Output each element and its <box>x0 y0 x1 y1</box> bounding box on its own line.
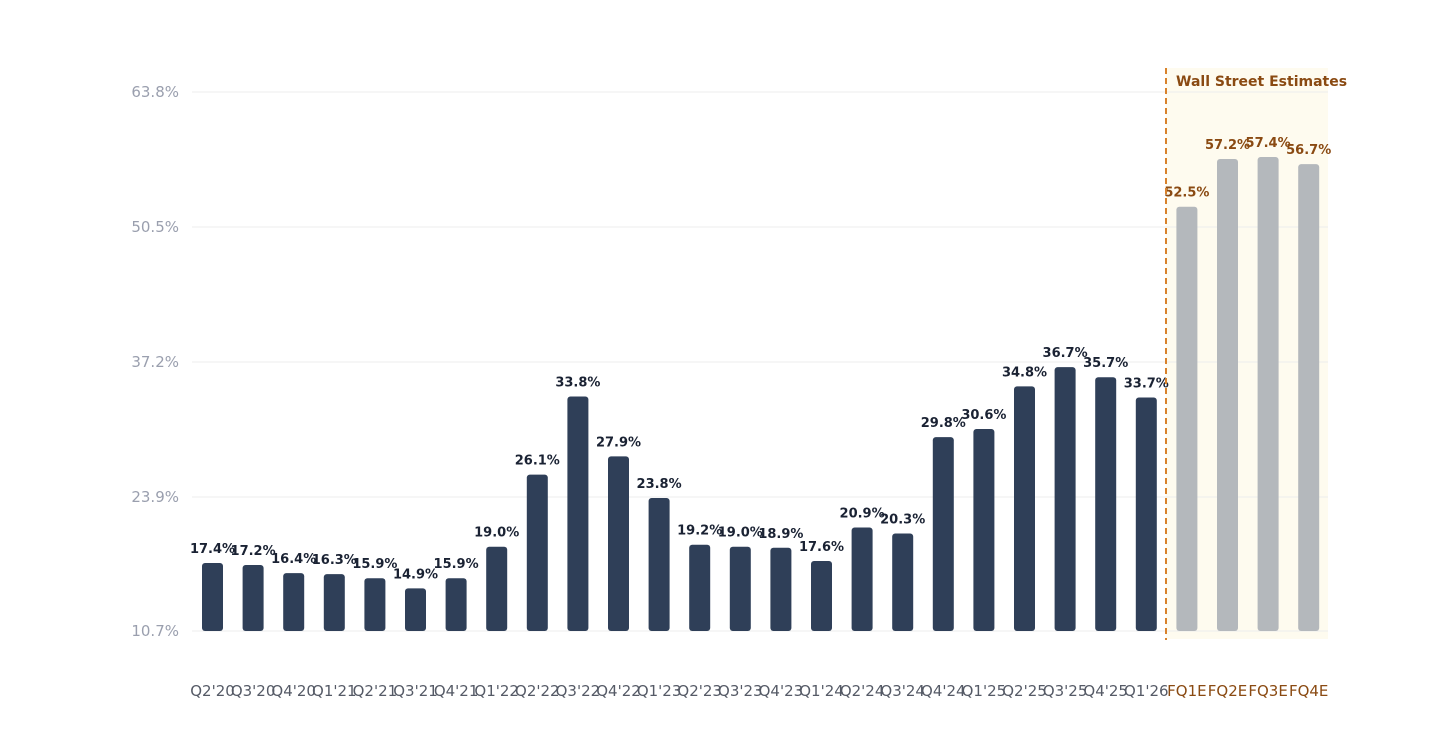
x-category-label: Q4'22 <box>596 682 641 700</box>
actual-bar <box>608 456 629 631</box>
x-category-label: FQ3E <box>1248 682 1287 700</box>
actual-bar <box>811 560 832 631</box>
x-category-label: Q1'26 <box>1124 682 1169 700</box>
actual-bar <box>1054 367 1076 631</box>
x-category-label: Q2'20 <box>190 682 235 700</box>
data-label: 29.8% <box>921 416 966 431</box>
actual-bar <box>973 429 995 631</box>
x-axis-categories: Q2'20Q3'20Q4'20Q1'21Q2'21Q3'21Q4'21Q1'22… <box>190 682 1328 700</box>
data-label: 30.6% <box>961 408 1006 423</box>
y-tick-label: 50.5% <box>131 218 179 236</box>
x-category-label: Q4'25 <box>1083 682 1128 700</box>
data-label: 17.4% <box>190 542 235 557</box>
data-label: 26.1% <box>515 454 560 469</box>
data-label: 57.4% <box>1246 136 1291 151</box>
x-category-label: Q1'21 <box>312 682 357 700</box>
actual-bar <box>851 527 873 631</box>
data-label: 35.7% <box>1083 356 1128 371</box>
actual-bar <box>770 547 792 631</box>
x-category-label: Q4'20 <box>271 682 316 700</box>
bars <box>202 156 1320 631</box>
data-label: 33.7% <box>1124 377 1169 392</box>
data-label: 19.0% <box>474 526 519 541</box>
data-label: 33.8% <box>555 376 600 391</box>
x-category-label: Q4'24 <box>921 682 966 700</box>
estimate-bar <box>1176 206 1198 631</box>
y-tick-label: 23.9% <box>131 488 179 506</box>
data-label: 14.9% <box>393 567 438 582</box>
actual-bar <box>242 565 264 631</box>
actual-bar <box>689 544 711 631</box>
data-label: 18.9% <box>758 527 803 542</box>
actual-bar <box>892 533 914 631</box>
actual-bar <box>526 474 548 631</box>
data-label: 17.6% <box>799 540 844 555</box>
x-category-label: Q1'23 <box>637 682 682 700</box>
data-label: 23.8% <box>637 477 682 492</box>
estimate-region-title: Wall Street Estimates <box>1176 74 1347 90</box>
data-labels: 17.4%17.2%16.4%16.3%15.9%14.9%15.9%19.0%… <box>190 136 1331 582</box>
x-category-label: Q3'24 <box>880 682 925 700</box>
x-category-label: Q2'21 <box>353 682 398 700</box>
y-tick-label: 37.2% <box>131 353 179 371</box>
actual-bar <box>1135 397 1157 631</box>
x-category-label: FQ1E <box>1167 682 1206 700</box>
data-label: 20.3% <box>880 513 925 528</box>
x-category-label: Q3'23 <box>718 682 763 700</box>
actual-bar <box>364 578 386 631</box>
x-category-label: Q1'22 <box>474 682 519 700</box>
data-label: 17.2% <box>231 544 276 559</box>
actual-bar <box>323 574 345 631</box>
data-label: 15.9% <box>434 557 479 572</box>
data-label: 52.5% <box>1164 186 1209 201</box>
x-category-label: Q4'21 <box>434 682 479 700</box>
actual-bar <box>283 573 305 631</box>
y-tick-label: 10.7% <box>131 622 179 640</box>
actual-bar <box>932 437 954 631</box>
grid-lines <box>192 91 1328 632</box>
estimate-bar <box>1298 164 1320 631</box>
x-category-label: Q2'25 <box>1002 682 1047 700</box>
data-label: 27.9% <box>596 435 641 450</box>
data-label: 15.9% <box>352 557 397 572</box>
y-tick-label: 63.8% <box>131 83 179 101</box>
actual-bar <box>648 498 670 631</box>
x-category-label: Q2'24 <box>840 682 885 700</box>
x-category-label: Q3'25 <box>1043 682 1088 700</box>
data-label: 57.2% <box>1205 138 1250 153</box>
x-category-label: FQ4E <box>1289 682 1328 700</box>
actual-bar <box>445 578 467 631</box>
estimate-bar <box>1257 156 1279 631</box>
data-label: 56.7% <box>1286 143 1331 158</box>
x-category-label: Q4'23 <box>759 682 804 700</box>
x-category-label: Q3'22 <box>556 682 601 700</box>
x-category-label: FQ2E <box>1208 682 1247 700</box>
x-category-label: Q2'22 <box>515 682 560 700</box>
data-label: 36.7% <box>1043 346 1088 361</box>
data-label: 16.4% <box>271 552 316 567</box>
x-category-label: Q1'25 <box>962 682 1007 700</box>
x-category-label: Q3'20 <box>231 682 276 700</box>
x-category-label: Q3'21 <box>393 682 438 700</box>
actual-bar <box>567 396 589 631</box>
data-label: 20.9% <box>840 506 885 521</box>
estimate-bar <box>1217 158 1238 631</box>
data-label: 16.3% <box>312 553 357 568</box>
actual-bar <box>202 562 223 631</box>
y-axis-ticks: 10.7% 23.9% 37.2% 50.5% 63.8% <box>131 83 179 640</box>
actual-bar <box>486 546 508 631</box>
data-label: 34.8% <box>1002 365 1047 380</box>
actual-bar <box>1095 377 1117 631</box>
data-label: 19.0% <box>718 526 763 541</box>
data-label: 19.2% <box>677 524 722 539</box>
actual-bar <box>405 588 426 631</box>
actual-bar <box>1014 386 1035 631</box>
x-category-label: Q2'23 <box>677 682 722 700</box>
x-category-label: Q1'24 <box>799 682 844 700</box>
actual-bar <box>729 546 751 631</box>
